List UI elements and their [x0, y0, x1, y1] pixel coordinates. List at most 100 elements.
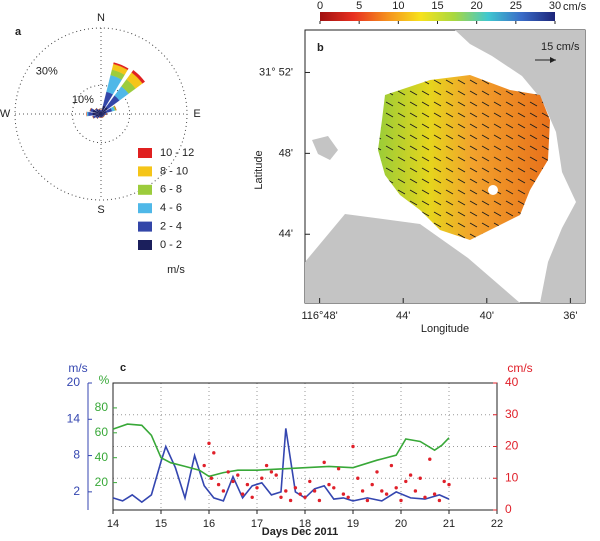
petal-segment — [87, 111, 93, 117]
y2-axis-label: cm/s — [507, 361, 532, 375]
data-point — [209, 476, 214, 480]
y2-axis-tick-label: 20 — [505, 439, 519, 453]
scale-arrow-head — [550, 57, 556, 63]
y-tick-label: 44' — [279, 228, 293, 240]
x-tick-label: 20 — [395, 518, 407, 530]
data-point — [423, 495, 427, 499]
legend-label: 8 - 10 — [160, 165, 188, 177]
colorbar-tick-label: 5 — [356, 0, 362, 12]
data-point — [312, 489, 317, 493]
legend-title: m/s — [167, 264, 185, 276]
x-tick-label: 16 — [203, 518, 215, 530]
data-point — [394, 486, 398, 490]
direction-label: W — [0, 108, 11, 120]
data-point — [341, 492, 346, 496]
x-tick-label: 22 — [491, 518, 503, 530]
data-point — [322, 460, 326, 465]
data-point — [360, 489, 365, 493]
data-point — [236, 473, 240, 477]
data-point — [207, 441, 211, 446]
data-point — [317, 498, 322, 503]
panel-label: c — [120, 362, 126, 374]
y-axis-tick-label: 20 — [67, 375, 81, 389]
data-point — [442, 479, 446, 484]
data-point — [298, 492, 302, 496]
radial-grid — [14, 27, 188, 201]
direction-label: S — [97, 204, 104, 216]
colorbar-tick-label: 10 — [392, 0, 404, 12]
data-point — [226, 470, 230, 474]
data-point — [432, 492, 437, 496]
legend-swatch — [138, 240, 152, 250]
y-axis-label: Latitude — [253, 150, 265, 189]
data-point — [250, 495, 254, 499]
legend-label: 2 - 4 — [160, 221, 182, 233]
data-point — [418, 476, 422, 480]
y3-axis-tick-label: 60 — [95, 425, 109, 439]
y-axis-tick-label: 8 — [73, 448, 80, 462]
data-point — [293, 486, 298, 490]
data-point — [274, 473, 278, 477]
x-tick-label: 40' — [480, 310, 494, 322]
data-point — [288, 498, 293, 503]
legend-label: 10 - 12 — [160, 147, 194, 159]
y3-axis-tick-label: 80 — [95, 400, 109, 414]
land — [455, 30, 585, 303]
petal-segment — [131, 69, 146, 84]
series-line — [112, 423, 450, 478]
x-axis-label: Longitude — [421, 323, 469, 335]
direction-label: N — [97, 12, 105, 24]
x-tick-label: 15 — [155, 518, 167, 530]
legend-swatch — [138, 221, 152, 232]
radial-tick-label: 30% — [36, 66, 58, 78]
y3-axis-label: % — [99, 373, 110, 387]
x-tick-label: 17 — [251, 518, 263, 530]
x-tick-label: 18 — [299, 518, 311, 530]
colorbar-label: cm/s — [563, 1, 587, 13]
y2-axis-tick-label: 40 — [505, 375, 519, 389]
data-point — [212, 451, 216, 455]
x-tick-label: 14 — [107, 518, 119, 530]
data-point — [413, 489, 418, 493]
legend-label: 4 - 6 — [160, 202, 182, 214]
x-axis-label: Days Dec 2011 — [262, 526, 338, 538]
data-point — [245, 482, 250, 487]
petal-segment — [113, 62, 129, 70]
data-point — [437, 498, 442, 503]
scale-label: 15 cm/s — [541, 41, 580, 53]
panel-label: a — [15, 26, 22, 38]
data-point — [336, 467, 341, 471]
y-axis-label: m/s — [68, 361, 87, 375]
data-point — [389, 463, 394, 468]
x-tick-label: 44' — [396, 310, 410, 322]
colorbar-tick-label: 0 — [317, 0, 323, 12]
y3-axis-tick-label: 40 — [95, 450, 109, 464]
data-point — [303, 495, 307, 499]
data-point — [255, 486, 259, 490]
legend-swatch — [138, 184, 152, 195]
data-point — [384, 492, 389, 496]
legend-swatch — [138, 148, 152, 158]
colorbar-tick-label: 20 — [471, 0, 483, 12]
petal-segment — [105, 112, 107, 116]
data-point — [284, 489, 288, 493]
legend-swatch — [138, 166, 152, 177]
petal-segment — [92, 115, 97, 119]
y-axis-tick-label: 2 — [73, 484, 80, 498]
y2-axis-tick-label: 0 — [505, 502, 512, 516]
data-point — [216, 482, 221, 487]
series-line — [112, 428, 450, 504]
island — [312, 136, 338, 160]
x-tick-label: 116°48' — [301, 310, 337, 322]
y-tick-label: 31° 52' — [259, 66, 293, 78]
direction-label: E — [193, 108, 200, 120]
data-point — [428, 457, 432, 461]
current-vectors — [378, 75, 550, 240]
data-point — [264, 463, 269, 468]
radial-tick-label: 10% — [72, 94, 94, 106]
data-point — [279, 495, 283, 499]
x-tick-label: 21 — [443, 518, 455, 530]
data-point — [404, 479, 408, 484]
